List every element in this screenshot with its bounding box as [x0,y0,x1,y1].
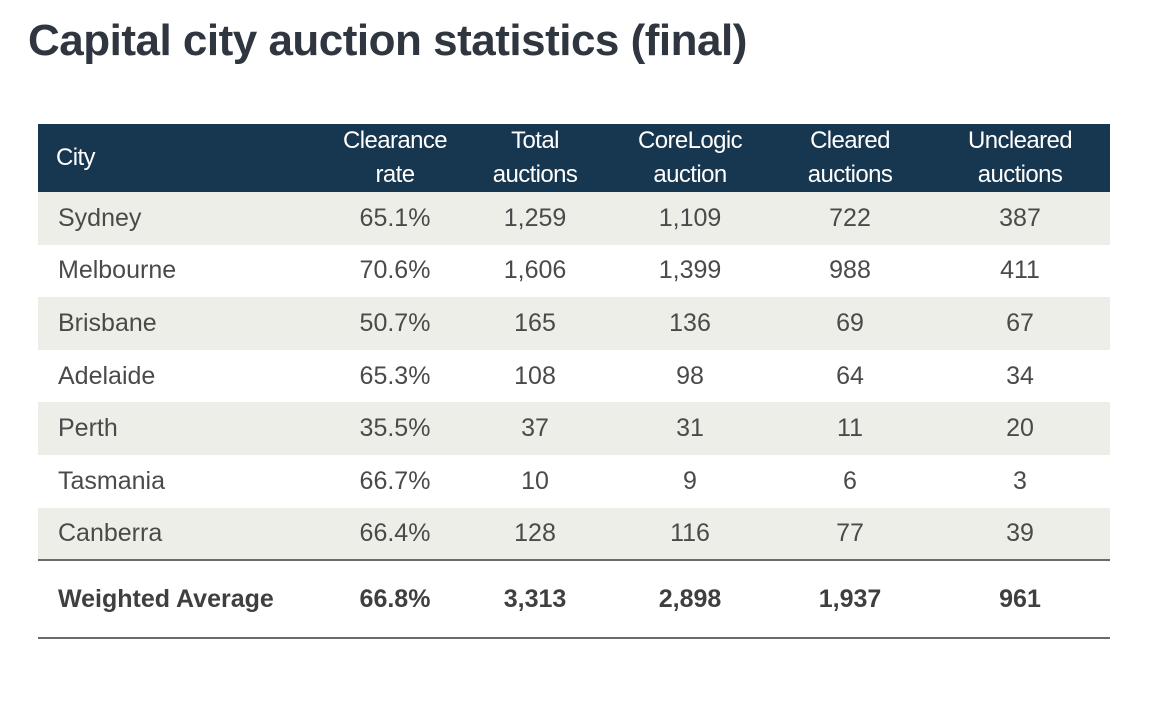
header-line: Uncleared [968,127,1073,154]
cell-clearance-rate: 35.5% [359,414,431,443]
cell-total-auctions: 1,606 [503,256,567,285]
cell-uncleared-auctions: 34 [1006,361,1034,390]
cell-cleared-auctions: 6 [843,466,857,495]
table-row: Perth 35.5% 37 31 11 20 [38,402,1110,455]
header-line: auctions [807,161,893,188]
cell-clearance-rate: 66.8% [359,584,431,613]
table-header-row: City Clearance rate Total auctions CoreL… [38,124,1110,192]
cell-cleared-auctions: 988 [829,256,871,285]
cell-uncleared-auctions: 411 [1000,256,1040,285]
cell-total-auctions: 1,259 [503,203,567,232]
cell-total-auctions: 37 [521,414,549,443]
cell-city: Brisbane [58,308,157,337]
cell-total-auctions: 10 [521,466,549,495]
header-line: auctions [492,161,578,188]
weighted-average-row: Weighted Average 66.8% 3,313 2,898 1,937… [38,560,1110,639]
cell-corelogic-auction: 136 [669,308,711,337]
header-line: CoreLogic [638,127,743,154]
table-row: Sydney 65.1% 1,259 1,109 722 387 [38,192,1110,245]
header-line: Clearance [343,127,448,154]
cell-corelogic-auction: 1,399 [658,256,722,285]
column-header-city: City [56,144,96,171]
column-header-uncleared-auctions: Uncleared auctions [930,124,1110,192]
cell-corelogic-auction: 2,898 [658,584,722,613]
cell-cleared-auctions: 69 [836,308,864,337]
cell-cleared-auctions: 64 [836,361,864,390]
header-line: auction [653,161,727,188]
auction-statistics-table: City Clearance rate Total auctions CoreL… [38,124,1110,639]
cell-cleared-auctions: 722 [829,203,871,232]
table-row: Melbourne 70.6% 1,606 1,399 988 411 [38,245,1110,298]
cell-uncleared-auctions: 387 [999,203,1041,232]
cell-city: Canberra [58,518,163,547]
cell-total-auctions: 165 [514,308,556,337]
cell-corelogic-auction: 1,109 [658,203,722,232]
cell-city: Sydney [58,203,142,232]
header-line: Cleared [810,127,890,154]
table-row: Tasmania 66.7% 10 9 6 3 [38,455,1110,508]
cell-total-auctions: 128 [514,518,556,547]
cell-uncleared-auctions: 3 [1013,466,1027,495]
cell-clearance-rate: 65.3% [359,361,431,390]
table-row: Brisbane 50.7% 165 136 69 67 [38,297,1110,350]
column-header-cleared-auctions: Cleared auctions [770,124,930,192]
cell-cleared-auctions: 1,937 [818,584,882,613]
cell-city: Tasmania [58,466,165,495]
cell-city: Perth [58,414,118,443]
cell-total-auctions: 3,313 [503,584,567,613]
column-header-total-auctions: Total auctions [460,124,610,192]
header-line: rate [375,161,416,188]
column-header-clearance-rate: Clearance rate [330,124,460,192]
column-header-corelogic-auction: CoreLogic auction [610,124,770,192]
cell-corelogic-auction: 9 [683,466,697,495]
cell-cleared-auctions: 11 [837,414,863,443]
table-row: Adelaide 65.3% 108 98 64 34 [38,350,1110,403]
cell-cleared-auctions: 77 [836,518,864,547]
cell-corelogic-auction: 98 [676,361,704,390]
cell-corelogic-auction: 31 [676,414,704,443]
cell-uncleared-auctions: 39 [1006,518,1034,547]
cell-summary-label: Weighted Average [58,584,274,613]
cell-clearance-rate: 66.4% [359,518,431,547]
cell-city: Adelaide [58,361,156,390]
cell-uncleared-auctions: 961 [999,584,1041,613]
cell-uncleared-auctions: 67 [1006,308,1034,337]
cell-corelogic-auction: 116 [670,518,710,547]
header-line: auctions [977,161,1063,188]
cell-clearance-rate: 65.1% [359,203,431,232]
cell-clearance-rate: 50.7% [359,308,431,337]
table-row: Canberra 66.4% 128 116 77 39 [38,507,1110,561]
cell-uncleared-auctions: 20 [1006,414,1034,443]
cell-clearance-rate: 66.7% [359,466,431,495]
header-line: Total [511,127,559,154]
page-title: Capital city auction statistics (final) [28,16,747,65]
cell-clearance-rate: 70.6% [359,256,431,285]
cell-city: Melbourne [58,256,177,285]
cell-total-auctions: 108 [514,361,556,390]
